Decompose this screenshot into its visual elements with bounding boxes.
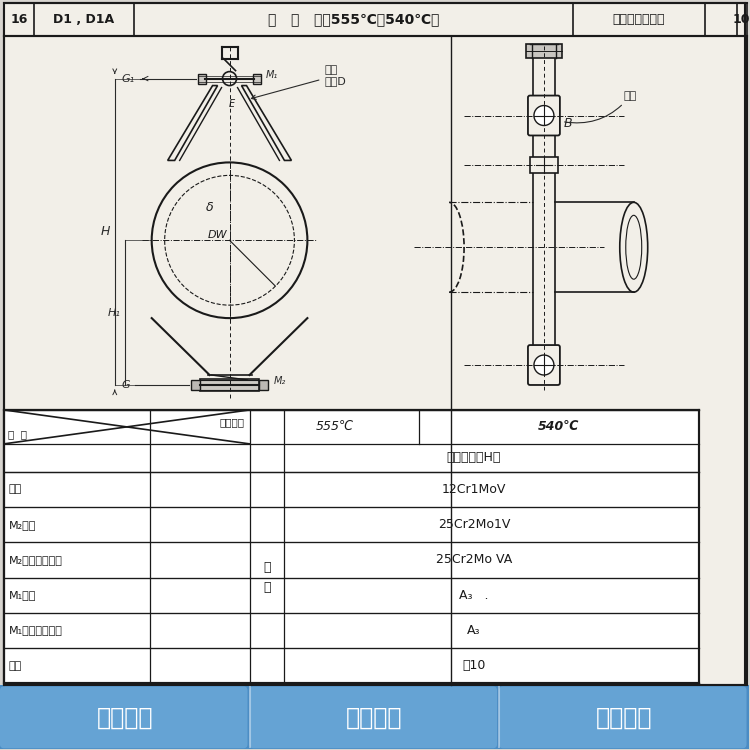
FancyBboxPatch shape (533, 51, 555, 380)
Text: 管部（吊架类）: 管部（吊架类） (613, 13, 665, 26)
Text: 555℃: 555℃ (315, 421, 353, 434)
FancyBboxPatch shape (4, 3, 745, 36)
Text: 长   管   夹（555℃；540℃）: 长 管 夹（555℃；540℃） (268, 12, 439, 26)
Text: 实体工厂: 实体工厂 (97, 705, 153, 729)
Text: A₃: A₃ (467, 624, 481, 637)
Text: 管夹: 管夹 (9, 484, 22, 494)
Text: H₁: H₁ (108, 308, 121, 317)
Text: 套管
外径D: 套管 外径D (251, 64, 346, 100)
Text: E: E (229, 98, 235, 109)
FancyBboxPatch shape (0, 686, 248, 748)
Text: 25Cr2Mo VA: 25Cr2Mo VA (436, 554, 512, 566)
Text: 套管: 套管 (9, 661, 22, 670)
Text: G: G (121, 380, 130, 390)
Text: 12Cr1MoV: 12Cr1MoV (442, 483, 506, 496)
FancyBboxPatch shape (528, 95, 560, 136)
Text: 25Cr2Mo1V: 25Cr2Mo1V (438, 518, 510, 531)
Text: 540℃: 540℃ (538, 421, 580, 434)
Text: M₁螺栓: M₁螺栓 (9, 590, 36, 600)
Text: M₂螺栓: M₂螺栓 (9, 520, 36, 530)
Text: M₂: M₂ (274, 376, 286, 386)
FancyBboxPatch shape (0, 686, 748, 749)
FancyBboxPatch shape (530, 158, 558, 173)
Text: H: H (100, 225, 109, 238)
Text: A₃   .: A₃ . (459, 589, 489, 602)
FancyBboxPatch shape (260, 380, 268, 390)
FancyBboxPatch shape (499, 686, 746, 748)
FancyBboxPatch shape (197, 74, 206, 83)
FancyBboxPatch shape (200, 379, 260, 391)
Text: 介质温度: 介质温度 (220, 417, 245, 427)
FancyBboxPatch shape (250, 686, 497, 748)
Text: 料: 料 (263, 581, 271, 594)
Circle shape (534, 355, 554, 375)
Text: DW: DW (208, 230, 227, 240)
Text: 10: 10 (733, 13, 750, 26)
Polygon shape (168, 86, 217, 160)
Text: M₁螺母、扁螺母: M₁螺母、扁螺母 (9, 626, 63, 635)
Ellipse shape (620, 202, 648, 292)
FancyBboxPatch shape (254, 74, 262, 83)
Circle shape (223, 71, 236, 86)
Text: （材料代号H）: （材料代号H） (447, 452, 501, 464)
Text: 16: 16 (10, 13, 28, 26)
Text: 标记: 标记 (565, 91, 637, 123)
FancyBboxPatch shape (190, 380, 200, 390)
Polygon shape (242, 86, 292, 160)
Text: M₂螺母、扁螺母: M₂螺母、扁螺母 (9, 555, 63, 565)
Text: 钢10: 钢10 (462, 659, 486, 672)
Text: 材: 材 (263, 561, 271, 574)
Text: B: B (564, 117, 572, 130)
FancyBboxPatch shape (526, 44, 562, 58)
Text: M₁: M₁ (266, 70, 278, 80)
Circle shape (152, 163, 308, 318)
Text: 加工定制: 加工定制 (596, 705, 652, 729)
Text: 名  称: 名 称 (8, 429, 27, 439)
Text: D1 , D1A: D1 , D1A (53, 13, 115, 26)
FancyBboxPatch shape (4, 9, 745, 686)
FancyBboxPatch shape (4, 410, 698, 683)
Text: δ: δ (206, 201, 214, 214)
Text: 品质保证: 品质保证 (346, 705, 403, 729)
FancyBboxPatch shape (528, 345, 560, 385)
Circle shape (534, 106, 554, 125)
Text: G₁: G₁ (122, 74, 135, 83)
